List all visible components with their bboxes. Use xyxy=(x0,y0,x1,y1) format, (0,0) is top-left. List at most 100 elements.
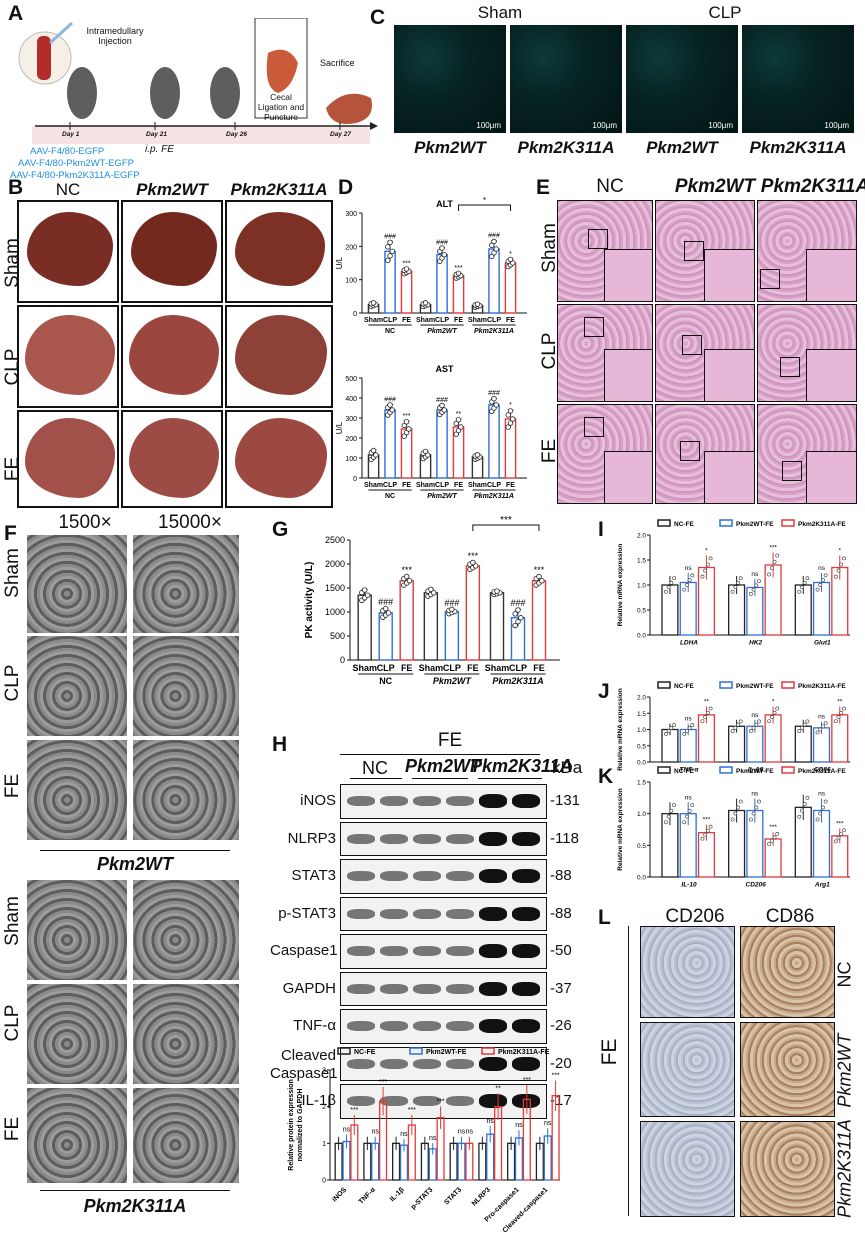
data-point xyxy=(767,572,772,577)
data-point xyxy=(805,576,810,581)
data-point xyxy=(439,402,445,409)
data-point xyxy=(385,610,392,616)
y-tick-label: 0 xyxy=(353,311,357,318)
significance-label: ** xyxy=(495,1085,501,1092)
data-point xyxy=(708,556,713,561)
em-image-low xyxy=(27,535,127,633)
x-tick-label: CLP xyxy=(487,317,501,324)
y-tick-label: 0.0 xyxy=(637,760,646,767)
significance-label: *** xyxy=(523,1077,531,1084)
y-tick-label: 0.5 xyxy=(637,743,646,750)
c-label-k311a: Pkm2K311A xyxy=(749,138,847,157)
significance-label: ns xyxy=(544,1120,552,1127)
data-point xyxy=(455,417,462,423)
data-point xyxy=(685,814,689,819)
data-point xyxy=(802,580,807,585)
panel-label-k: K xyxy=(598,765,614,788)
data-point xyxy=(757,719,761,724)
l-row-wt: Pkm2WT xyxy=(834,1033,855,1108)
panel-label-h: H xyxy=(272,733,288,756)
x-tick-label: CD86 xyxy=(814,767,831,774)
legend-swatch xyxy=(781,766,795,774)
blot-band xyxy=(512,831,540,846)
data-point xyxy=(833,574,838,579)
data-point xyxy=(515,618,521,625)
y-tick-label: 2500 xyxy=(325,535,345,545)
y-tick-label: 1000 xyxy=(325,607,345,617)
group-label: NC xyxy=(379,676,392,686)
y-tick-label: 400 xyxy=(345,396,357,403)
bar xyxy=(378,612,393,661)
significance-label: *** xyxy=(769,544,777,551)
step-clp: Cecal Ligation and Puncture xyxy=(257,92,305,122)
blot-band xyxy=(512,1094,540,1109)
blot-band xyxy=(479,944,507,959)
significance-label: ### xyxy=(384,396,396,403)
comparison-bracket xyxy=(458,204,511,211)
ihc-image xyxy=(740,1121,835,1217)
legend-swatch xyxy=(657,519,671,527)
data-point xyxy=(406,578,413,584)
x-tick-label: TNF-α xyxy=(358,1186,378,1206)
data-point xyxy=(682,820,687,825)
liver-photo xyxy=(121,305,223,408)
legend-swatch xyxy=(657,681,671,689)
significance-label: *** xyxy=(350,1107,358,1114)
blot-label: TNF-α xyxy=(293,1017,336,1034)
mrna-chart-j: 0.0 0.5 1.0 1.5 2.0 Relative mRNA expression N… xyxy=(617,681,850,774)
liver-photo xyxy=(121,200,223,303)
data-point xyxy=(382,605,389,612)
data-point xyxy=(455,270,462,276)
data-point xyxy=(821,724,825,729)
significance-label: *** xyxy=(402,261,410,268)
data-point xyxy=(439,245,445,251)
he-image xyxy=(757,404,857,504)
h-underline xyxy=(350,778,402,779)
x-tick-label: FE xyxy=(402,482,411,489)
x-tick-label: NLRP3 xyxy=(471,1186,492,1207)
blot-strip xyxy=(340,971,547,1006)
h-title: FE xyxy=(437,730,463,751)
data-point xyxy=(736,580,740,585)
panel-label-g: G xyxy=(272,518,289,541)
x-tick-label: FE xyxy=(467,663,479,673)
day-27: Day 27 xyxy=(330,131,351,138)
blot-band xyxy=(347,908,375,919)
bar xyxy=(531,580,547,661)
f-row-clp: CLP xyxy=(2,1004,23,1042)
data-point xyxy=(507,408,514,414)
x-tick-label: FE xyxy=(506,317,515,324)
x-tick-label: Sham xyxy=(468,317,487,324)
ihc-image xyxy=(740,926,835,1018)
blot-band xyxy=(380,871,408,882)
significance-label: * xyxy=(705,547,708,554)
blot-band xyxy=(347,833,375,844)
significance-label: ** xyxy=(456,411,462,418)
blot-label: iNOS xyxy=(300,792,336,809)
panel-label-d: D xyxy=(338,176,354,199)
data-point xyxy=(815,817,820,822)
liver-photo xyxy=(225,200,333,303)
data-point xyxy=(736,805,740,810)
x-tick-label: Sham xyxy=(419,663,444,673)
blot-band xyxy=(380,833,408,844)
blot-band xyxy=(479,1019,507,1034)
blot-strip xyxy=(340,859,547,894)
x-tick-label: IL-1β xyxy=(389,1186,406,1203)
x-tick-label: IL-10 xyxy=(681,882,697,889)
step-injection: Intramedullary Injection xyxy=(86,26,144,46)
panel-label-l: L xyxy=(598,906,611,929)
fluorescence-image: 100μm xyxy=(626,25,738,133)
x-tick-label: Sham xyxy=(364,317,383,324)
x-tick-label: CLP xyxy=(487,482,501,489)
data-point xyxy=(818,727,823,732)
group-label: Pkm2K311A xyxy=(474,493,514,500)
x-tick-label: Sham xyxy=(352,663,377,673)
blot-band xyxy=(347,1021,375,1032)
data-point xyxy=(767,842,772,847)
group-label: Pkm2WT xyxy=(433,676,473,686)
x-tick-label: FE xyxy=(402,317,411,324)
blot-kda: -88 xyxy=(550,904,572,922)
mouse-icons xyxy=(67,67,240,119)
y-tick-label: 0 xyxy=(353,476,357,483)
